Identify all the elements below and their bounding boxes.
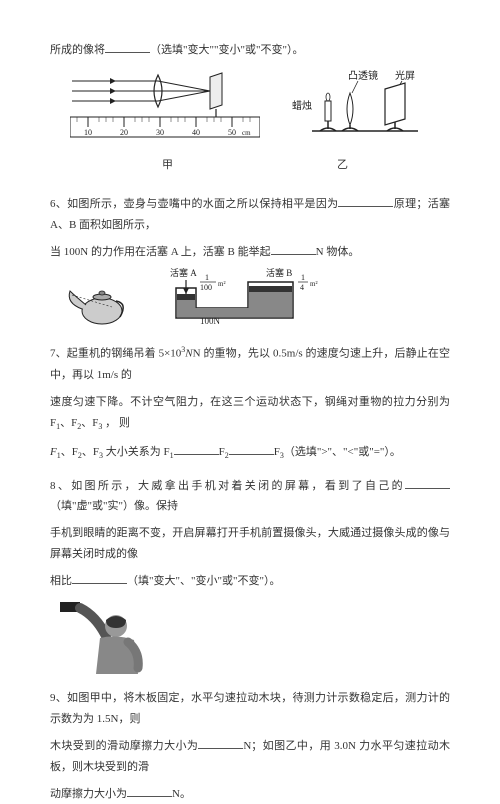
q6-line2: 当 100N 的力作用在活塞 A 上，活塞 B 能举起N 物体。 [50, 242, 450, 263]
q9-line1: 9、如图甲中，将木板固定，水平匀速拉动木块，待测力计示数稳定后，测力计的示数为为… [50, 688, 450, 730]
q8-line3: 相比（填"变大"、"变小"或"不变"）。 [50, 571, 450, 592]
intro-t2: （选填"变大""变小"或"不变"）。 [150, 44, 303, 56]
q7-line3: F1、F2、F3 大小关系为 F1F2F3（选填">"、"<"或"="）。 [50, 442, 450, 463]
q6-blank2 [271, 242, 316, 255]
q8-blank2 [72, 571, 127, 584]
svg-text:m²: m² [310, 280, 318, 288]
svg-text:100: 100 [200, 283, 212, 292]
intro-line: 所成的像将 （选填"变大""变小"或"不变"）。 [50, 40, 450, 61]
svg-text:100N: 100N [200, 316, 221, 326]
svg-text:活塞 B: 活塞 B [266, 268, 292, 278]
q8-line2: 手机到眼睛的距离不变，开启屏幕打开手机前置摄像头，大威通过摄像头成的像与屏幕关闭… [50, 523, 450, 565]
q7-blank1 [174, 442, 219, 455]
figure-row-1: 10 20 30 40 50 cm 凸透镜 光屏 蜡烛 [50, 69, 450, 147]
svg-text:光屏: 光屏 [395, 69, 415, 82]
q7-blank2 [229, 442, 274, 455]
svg-text:40: 40 [192, 128, 200, 137]
caption-row-1: 甲 乙 [50, 155, 450, 176]
q7-line2: 速度匀速下降。不计空气阻力，在这三个运动状态下，钢绳对重物的拉力分别为 F1、F… [50, 392, 450, 434]
svg-text:活塞 A: 活塞 A [170, 268, 197, 278]
intro-t1: 所成的像将 [50, 44, 105, 56]
svg-text:1: 1 [301, 273, 305, 282]
figure-jia: 10 20 30 40 50 cm [70, 69, 260, 147]
teapot-figure [60, 273, 130, 328]
figure-yi: 凸透镜 光屏 蜡烛 [290, 69, 430, 147]
intro-blank [105, 40, 150, 53]
q9-blank1 [198, 736, 243, 749]
q6-blank1 [338, 194, 393, 207]
svg-text:m²: m² [218, 280, 226, 288]
q9-line3: 动摩擦力大小为N。 [50, 784, 450, 804]
svg-text:20: 20 [120, 128, 128, 137]
caption-yi: 乙 [337, 155, 348, 176]
q6-line1: 6、如图所示，壶身与壶嘴中的水面之所以保持相平是因为原理；活塞 A、B 面积如图… [50, 194, 450, 236]
q9-line2: 木块受到的滑动摩擦力大小为N；如图乙中，用 3.0N 力水平匀速拉动木板，则木块… [50, 736, 450, 778]
svg-text:蜡烛: 蜡烛 [292, 99, 312, 112]
q9-blank2 [127, 784, 172, 797]
hydraulic-figure: 活塞 A 活塞 B 1 100 m² 1 4 m² 100N [148, 268, 318, 328]
q8-figure [56, 598, 450, 676]
svg-text:4: 4 [300, 283, 304, 292]
svg-text:1: 1 [205, 273, 209, 282]
caption-jia: 甲 [162, 155, 173, 176]
svg-text:cm: cm [242, 129, 251, 137]
svg-text:50: 50 [228, 128, 236, 137]
svg-text:10: 10 [84, 128, 92, 137]
svg-text:30: 30 [156, 128, 164, 137]
q8-blank1 [405, 476, 450, 489]
q6-figure-row: 活塞 A 活塞 B 1 100 m² 1 4 m² 100N [60, 268, 450, 328]
q8-line1: 8、如图所示，大威拿出手机对着关闭的屏幕，看到了自己的（填"虚"或"实"）像。保… [50, 476, 450, 518]
svg-text:凸透镜: 凸透镜 [348, 69, 378, 82]
q7-line1: 7、起重机的钢绳吊着 5×103NN 的重物，先以 0.5m/s 的速度匀速上升… [50, 342, 450, 385]
